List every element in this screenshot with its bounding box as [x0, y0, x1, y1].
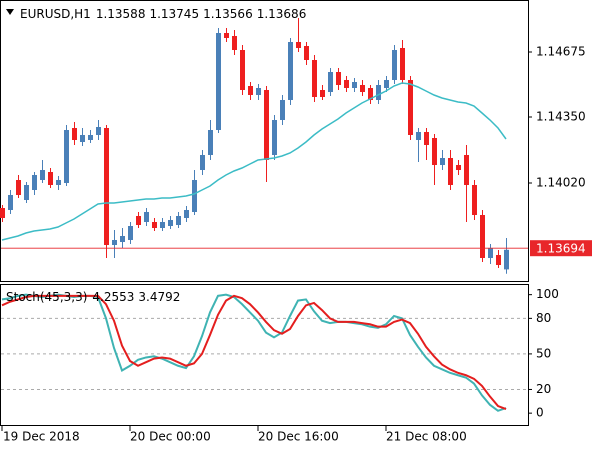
- candle-body: [304, 46, 309, 60]
- candle-body: [464, 155, 469, 185]
- y-tick-label: 20: [536, 382, 551, 396]
- candle-body: [208, 130, 213, 155]
- candle-body: [312, 60, 317, 97]
- candle-body: [360, 85, 365, 92]
- candle-body: [288, 42, 293, 100]
- stoch-header: Stoch(45,3,3) 4.2553 3.4792: [6, 290, 180, 304]
- low-value: 1.13566: [203, 7, 253, 21]
- high-value: 1.13745: [149, 7, 199, 21]
- collapse-icon: [6, 9, 14, 15]
- candle-body: [456, 165, 461, 170]
- candle-body: [368, 88, 373, 100]
- candle-body: [160, 222, 165, 228]
- candle-body: [16, 180, 21, 195]
- signal-value: 3.4792: [138, 290, 180, 304]
- y-tick-label: 50: [536, 346, 551, 360]
- candle-body: [192, 180, 197, 212]
- candle-body: [376, 85, 381, 100]
- candle-body: [504, 249, 509, 270]
- candle-body: [96, 127, 101, 135]
- candle-body: [120, 236, 125, 242]
- candle-body: [280, 100, 285, 120]
- candle-body: [328, 72, 333, 92]
- candle-body: [40, 170, 45, 180]
- candle-body: [384, 80, 389, 88]
- candle-body: [0, 208, 5, 218]
- indicator-name: Stoch(45,3,3): [6, 290, 87, 304]
- candle-body: [296, 42, 301, 48]
- candle-body: [168, 220, 173, 226]
- candle-body: [256, 88, 261, 95]
- candle-body: [136, 216, 141, 225]
- candle-body: [144, 212, 149, 222]
- candle-body: [64, 130, 69, 183]
- close-value: 1.13686: [257, 7, 307, 21]
- candle-body: [176, 216, 181, 225]
- candle-body: [72, 128, 77, 140]
- bid-label-box: [530, 240, 592, 257]
- x-tick-label: 20 Dec 16:00: [258, 430, 339, 444]
- candle-body: [320, 90, 325, 97]
- candle-body: [112, 240, 117, 245]
- candle-body: [128, 226, 133, 240]
- y-tick-label: 1.14350: [536, 110, 586, 124]
- candle-body: [56, 180, 61, 185]
- x-tick-label: 20 Dec 00:00: [130, 430, 211, 444]
- main-header: EURUSD,H1 1.13588 1.13745 1.13566 1.13686: [20, 7, 306, 21]
- open-value: 1.13588: [96, 7, 146, 21]
- candle-body: [184, 210, 189, 218]
- candle-body: [80, 135, 85, 142]
- bid-label: 1.13694: [536, 242, 586, 256]
- candle-body: [424, 132, 429, 145]
- candle-body: [48, 172, 53, 185]
- candle-body: [224, 33, 229, 38]
- candle-body: [232, 36, 237, 50]
- candle-body: [352, 82, 357, 88]
- main-panel-frame: [0, 0, 529, 282]
- main-value: 4.2553: [92, 290, 134, 304]
- y-tick-label: 1.14675: [536, 45, 586, 59]
- x-tick-label: 21 Dec 08:00: [386, 430, 467, 444]
- candle-body: [392, 50, 397, 80]
- candle-body: [472, 185, 477, 215]
- candle-body: [448, 158, 453, 185]
- candle-body: [8, 195, 13, 210]
- candle-body: [248, 86, 253, 95]
- candle-body: [344, 80, 349, 88]
- candle-body: [272, 120, 277, 155]
- moving-average: [1, 82, 507, 241]
- candle-body: [32, 175, 37, 190]
- candle-body: [408, 80, 413, 135]
- y-tick-label: 1.14020: [536, 176, 586, 190]
- candle-body: [488, 248, 493, 258]
- y-tick-label: 80: [536, 311, 551, 325]
- candle-body: [152, 222, 157, 228]
- candle-body: [480, 215, 485, 258]
- plot-layer: 1.14675 1.14350 1.14020 1.13694 19 Dec 2018 2…: [0, 18, 592, 444]
- stoch-line: [1, 294, 507, 410]
- candle-body: [88, 135, 93, 140]
- y-tick-label: 100: [536, 287, 559, 301]
- candle-body: [496, 255, 501, 265]
- candle-body: [416, 132, 421, 140]
- candle-body: [432, 138, 437, 165]
- y-tick-label: 0: [536, 406, 544, 420]
- candle-body: [440, 158, 445, 165]
- candle-body: [400, 48, 405, 80]
- candle-body: [216, 33, 221, 130]
- x-tick-label: 19 Dec 2018: [3, 430, 80, 444]
- symbol: EURUSD,H1: [20, 7, 91, 21]
- candle-body: [240, 50, 245, 90]
- candle-body: [336, 72, 341, 85]
- candle-body: [264, 90, 269, 160]
- stoch-panel-frame: [0, 284, 529, 426]
- candle-body: [200, 155, 205, 170]
- candle-body: [104, 128, 109, 245]
- candle-body: [24, 185, 29, 200]
